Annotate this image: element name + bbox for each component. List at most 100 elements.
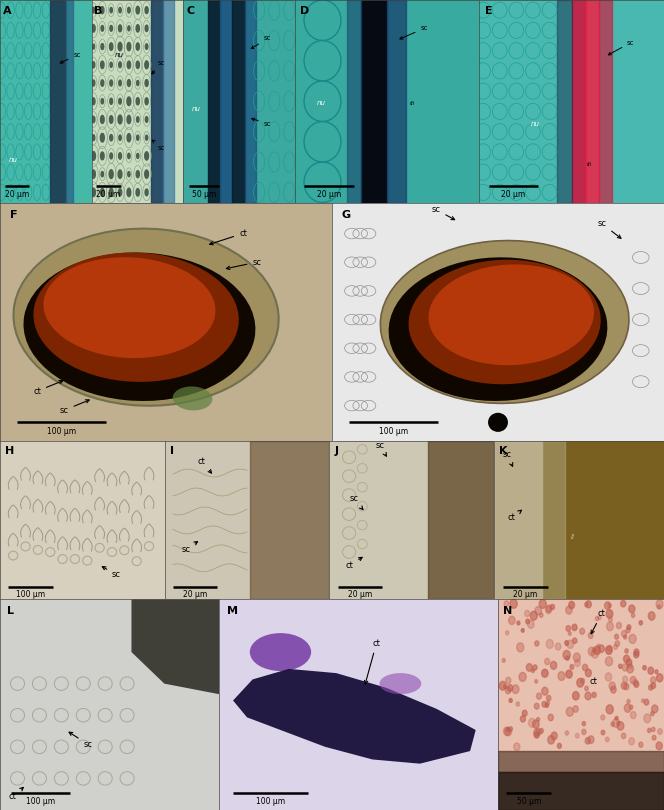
Text: sc: sc [69, 732, 92, 748]
Circle shape [657, 729, 662, 735]
Circle shape [92, 24, 95, 32]
Text: J: J [334, 446, 338, 456]
Circle shape [127, 61, 131, 69]
Circle shape [596, 616, 599, 620]
Bar [361, 0, 387, 202]
Circle shape [622, 733, 625, 739]
Circle shape [566, 606, 572, 614]
Circle shape [136, 171, 139, 177]
Circle shape [509, 616, 515, 625]
Text: nu: nu [531, 121, 540, 126]
Circle shape [546, 695, 551, 701]
Circle shape [127, 188, 131, 197]
Circle shape [606, 737, 609, 742]
Circle shape [531, 612, 537, 620]
Circle shape [92, 98, 95, 104]
Circle shape [648, 612, 655, 620]
Circle shape [648, 667, 653, 674]
Circle shape [621, 600, 625, 607]
Circle shape [521, 629, 524, 633]
Text: nu: nu [317, 100, 326, 106]
Text: L: L [7, 606, 13, 616]
Bar [428, 441, 494, 599]
Circle shape [566, 656, 569, 660]
Circle shape [503, 684, 507, 688]
Text: ct: ct [591, 609, 606, 633]
Text: M: M [228, 606, 238, 616]
Circle shape [546, 605, 552, 612]
Circle shape [569, 601, 574, 608]
Circle shape [577, 678, 584, 687]
Circle shape [145, 44, 148, 49]
Circle shape [504, 601, 509, 607]
Text: sc: sc [152, 60, 165, 74]
Circle shape [136, 24, 139, 32]
Text: E: E [485, 6, 493, 16]
Text: 100 μm: 100 μm [26, 797, 55, 807]
Circle shape [624, 704, 631, 712]
Circle shape [539, 613, 543, 617]
Circle shape [608, 603, 612, 608]
Text: D: D [300, 6, 309, 16]
Circle shape [109, 170, 113, 178]
Circle shape [643, 666, 646, 670]
Circle shape [655, 670, 658, 674]
Circle shape [657, 605, 661, 609]
Text: 20 μm: 20 μm [317, 190, 341, 199]
Text: sc: sc [102, 567, 121, 579]
Circle shape [627, 664, 633, 673]
Circle shape [101, 80, 104, 86]
Circle shape [584, 603, 588, 607]
Circle shape [548, 714, 553, 721]
Circle shape [535, 703, 539, 710]
Text: ct: ct [9, 787, 23, 801]
Circle shape [592, 693, 596, 697]
Ellipse shape [250, 633, 311, 671]
Circle shape [606, 610, 613, 618]
Circle shape [598, 616, 601, 620]
Circle shape [608, 617, 612, 622]
Circle shape [580, 629, 584, 634]
Text: sc: sc [503, 450, 513, 467]
Circle shape [582, 722, 586, 726]
Ellipse shape [173, 386, 212, 411]
Circle shape [503, 727, 511, 735]
Circle shape [100, 116, 104, 123]
Circle shape [629, 634, 636, 643]
Bar [163, 0, 174, 202]
Circle shape [634, 681, 639, 688]
Circle shape [598, 645, 604, 653]
Circle shape [509, 698, 512, 702]
Ellipse shape [388, 258, 608, 401]
Circle shape [110, 98, 113, 104]
Circle shape [509, 727, 513, 731]
Circle shape [101, 44, 104, 49]
Circle shape [118, 42, 122, 51]
Circle shape [127, 172, 130, 177]
Bar [208, 0, 220, 202]
Circle shape [651, 727, 655, 731]
Text: F: F [10, 210, 17, 220]
Circle shape [615, 634, 619, 639]
Bar [557, 0, 572, 202]
Bar [244, 0, 256, 202]
Circle shape [542, 687, 548, 695]
Circle shape [651, 711, 654, 716]
Circle shape [100, 134, 104, 142]
Circle shape [507, 727, 509, 731]
Text: sc: sc [608, 40, 635, 55]
Circle shape [502, 659, 505, 663]
Ellipse shape [43, 258, 216, 358]
Text: 50 μm: 50 μm [192, 190, 216, 199]
Circle shape [535, 680, 538, 683]
Circle shape [588, 647, 595, 655]
Circle shape [517, 643, 524, 652]
Polygon shape [233, 669, 475, 764]
Circle shape [92, 62, 95, 68]
Circle shape [651, 677, 656, 684]
Circle shape [629, 605, 635, 613]
Text: ct: ct [365, 639, 380, 684]
Text: nu: nu [9, 157, 18, 163]
Text: B: B [94, 6, 103, 16]
Circle shape [647, 728, 651, 732]
